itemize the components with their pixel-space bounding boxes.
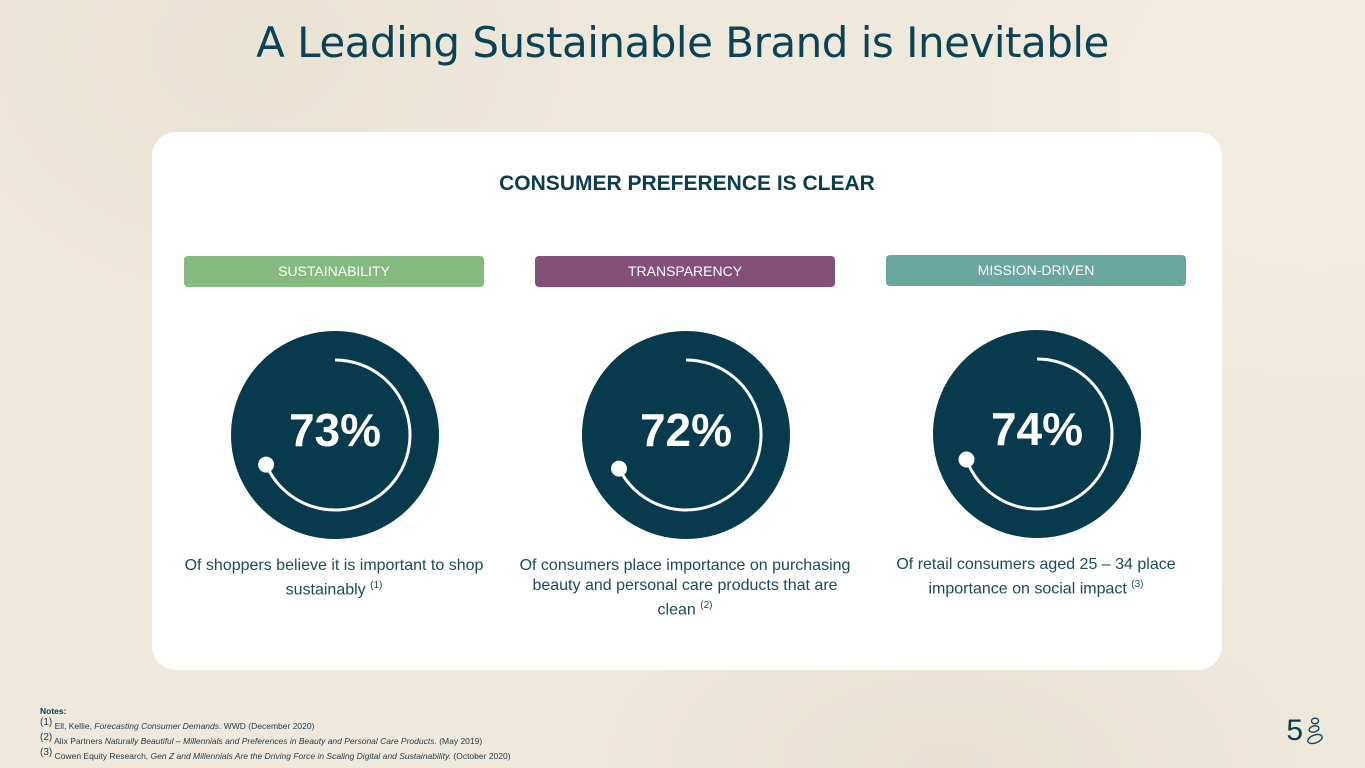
footnote-title: Forecasting Consumer Demands [94, 720, 220, 731]
gauge-disc [582, 331, 790, 539]
gauge-end-dot [958, 451, 975, 468]
percentage-value: 74% [990, 403, 1084, 455]
percentage-gauge [933, 330, 1141, 538]
stat-description: Of shoppers believe it is important to s… [164, 556, 504, 600]
footnote-ref: (1) [370, 580, 383, 591]
footnote-ref: (1) [40, 717, 53, 728]
stat-column-sustainability: SUSTAINABILITY 73% Of shoppers believe i… [184, 256, 484, 598]
gauge-arc [617, 358, 763, 512]
footnote-ref: (2) [40, 731, 53, 743]
page-title: A Leading Sustainable Brand is Inevitabl… [256, 18, 1109, 67]
category-tag: MISSION-DRIVEN [886, 255, 1186, 286]
gauge-end-dot [258, 456, 275, 473]
gauge-end-dot [611, 460, 627, 477]
percentage-value: 72% [639, 404, 733, 456]
description-text: Of consumers place importance on purchas… [519, 557, 851, 619]
gauge-arc [965, 357, 1114, 511]
stat-column-transparency: TRANSPARENCY 72% Of consumers place impo… [520, 256, 850, 618]
footnote-text: Ell, Kellie, [54, 720, 95, 731]
stat-column-mission-driven: MISSION-DRIVEN 74% Of retail consumers a… [886, 255, 1186, 597]
percentage-gauge [582, 331, 790, 539]
page-number: 5 [1286, 714, 1303, 747]
footnote-title: Gen Z and Millennials Are the Driving Fo… [150, 750, 452, 761]
stat-description: Of retail consumers aged 25 – 34 place i… [866, 555, 1206, 599]
footnote: (3) Cowen Equity Research, Gen Z and Mil… [40, 747, 511, 762]
percentage-value: 73% [288, 404, 382, 456]
footnote-text: Cowen Equity Research, [54, 750, 151, 761]
category-tag: SUSTAINABILITY [184, 256, 484, 287]
percentage-gauge [231, 331, 439, 539]
card-heading: CONSUMER PREFERENCE IS CLEAR [499, 172, 875, 195]
gauge-arc [264, 358, 412, 512]
stat-description: Of consumers place importance on purchas… [515, 556, 855, 620]
description-text: Of retail consumers aged 25 – 34 place i… [896, 556, 1176, 598]
footnote-text: . WWD (December 2020) [219, 720, 315, 731]
consumer-preference-card: CONSUMER PREFERENCE IS CLEAR SUSTAINABIL… [152, 132, 1222, 670]
description-text: Of shoppers believe it is important to s… [184, 557, 484, 599]
footnote: (1) Ell, Kellie, Forecasting Consumer De… [40, 717, 511, 732]
footnote-title: Naturally Beautiful – Millennials and Pr… [104, 735, 437, 746]
brand-logo-icon [1307, 717, 1323, 745]
footnote-ref: (2) [700, 600, 713, 611]
footnote-ref: (3) [1131, 579, 1144, 590]
category-tag: TRANSPARENCY [535, 256, 835, 287]
footnote-text: (May 2019) [436, 735, 483, 746]
footnote-text: (October 2020) [451, 750, 511, 761]
footnote-ref: (3) [40, 746, 53, 758]
footnote-text: Alix Partners [54, 735, 105, 746]
footnote: (2) Alix Partners Naturally Beautiful – … [40, 732, 511, 747]
footnotes: Notes: (1) Ell, Kellie, Forecasting Cons… [40, 706, 511, 761]
notes-label: Notes: [40, 706, 67, 716]
